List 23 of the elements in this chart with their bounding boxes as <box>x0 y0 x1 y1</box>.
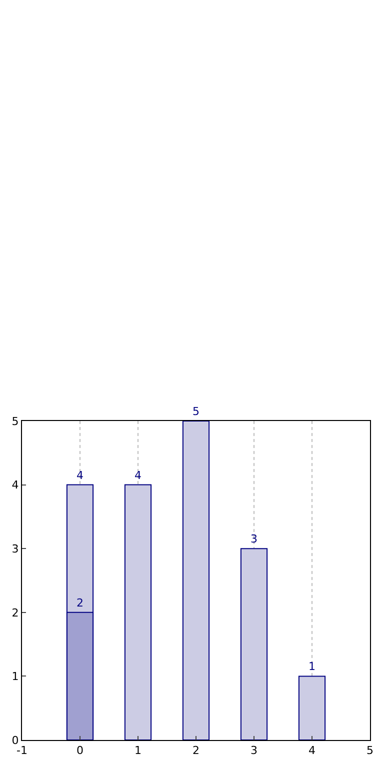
y-tick-label: 1 <box>12 670 19 684</box>
x-tick-label: 2 <box>192 744 200 758</box>
y-tick-label: 2 <box>12 606 19 620</box>
data-label: 2 <box>76 596 84 610</box>
bar <box>298 676 326 740</box>
x-tick-label: 3 <box>250 744 258 758</box>
data-label: 1 <box>308 660 316 674</box>
y-tick-label: 0 <box>12 734 19 747</box>
data-label: 3 <box>250 532 258 546</box>
y-tick-label: 4 <box>12 478 19 492</box>
data-label: 5 <box>192 405 200 418</box>
y-tick-label: 5 <box>12 414 19 428</box>
bar <box>240 548 268 740</box>
data-label: 4 <box>76 468 84 482</box>
x-tick-label: -1 <box>16 744 28 758</box>
y-tick-label: 3 <box>12 542 19 556</box>
x-tick-label: 0 <box>76 744 84 758</box>
x-tick-label: 1 <box>134 744 142 758</box>
bar <box>182 421 210 740</box>
data-label: 4 <box>134 468 142 482</box>
x-tick-label: 4 <box>308 744 316 758</box>
x-tick-label: 5 <box>366 744 374 758</box>
bar <box>124 484 152 740</box>
